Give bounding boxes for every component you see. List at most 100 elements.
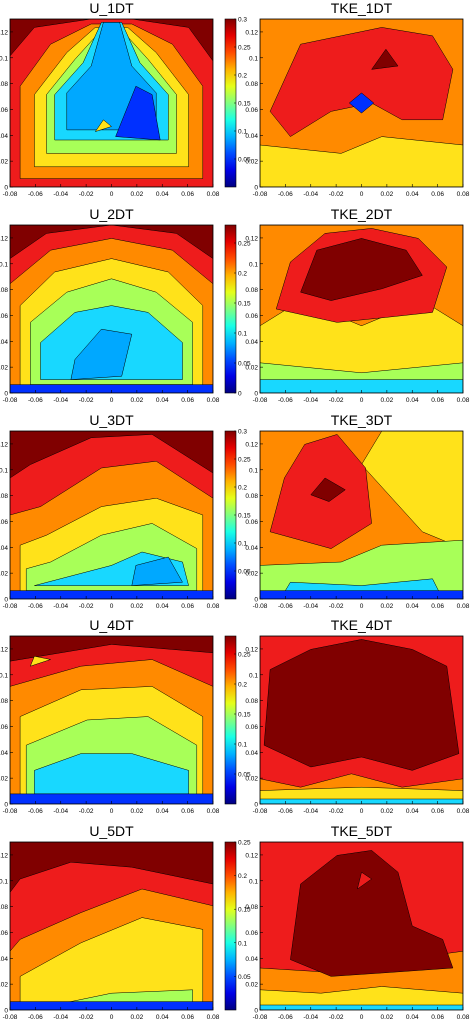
panel-u_2dt: U_2DT 0 0.02 0.04 0.06 0.08 0.1 0.12 -0.08 -0.06 -… bbox=[0, 206, 251, 404]
x-tick-label: 0.02 bbox=[131, 1014, 144, 1021]
x-tick-label: -0.06 bbox=[28, 808, 43, 815]
y-tick-label: 0.04 bbox=[0, 545, 8, 552]
y-tick-label: 0.08 bbox=[0, 287, 8, 294]
panel-title: TKE_4DT bbox=[331, 617, 393, 633]
x-tick-label: -0.04 bbox=[303, 397, 318, 404]
x-tick-label: -0.08 bbox=[3, 1014, 18, 1021]
colorbar-tick-label: 0.2 bbox=[238, 73, 247, 80]
panel-tke_2dt: TKE_2DT 0 0.02 0.04 0.06 0.08 0.1 0.12 -0.08 -0.0… bbox=[245, 206, 469, 404]
y-tick-label: 0.1 bbox=[249, 467, 258, 474]
colorbar bbox=[224, 224, 237, 394]
x-tick-label: -0.04 bbox=[303, 603, 318, 610]
colorbar bbox=[224, 635, 237, 805]
colorbar-tick-label: 0.2 bbox=[238, 485, 247, 492]
x-tick-label: 0 bbox=[360, 397, 364, 404]
panel-title: U_2DT bbox=[89, 206, 134, 222]
x-tick-label: 0.04 bbox=[406, 191, 419, 198]
x-tick-label: -0.08 bbox=[253, 191, 268, 198]
y-tick-label: 0.04 bbox=[0, 956, 8, 963]
y-tick-label: 0.04 bbox=[245, 339, 258, 346]
y-tick-label: 0.08 bbox=[245, 698, 258, 705]
y-tick-label: 0.08 bbox=[0, 904, 8, 911]
y-tick-label: 0.1 bbox=[0, 261, 8, 268]
x-tick-label: -0.02 bbox=[329, 603, 344, 610]
colorbar-tick-label: 0.2 bbox=[238, 873, 247, 880]
x-tick-label: 0.06 bbox=[431, 191, 444, 198]
contour-region bbox=[300, 238, 423, 301]
colorbar-tick-label: 0.05 bbox=[238, 569, 251, 576]
x-tick-label: -0.04 bbox=[53, 397, 68, 404]
x-tick-label: 0.02 bbox=[381, 808, 394, 815]
contour-fill bbox=[260, 842, 463, 1010]
x-tick-label: -0.08 bbox=[253, 603, 268, 610]
y-tick-label: 0.08 bbox=[245, 904, 258, 911]
x-tick-label: -0.02 bbox=[329, 191, 344, 198]
x-tick-label: 0.06 bbox=[181, 191, 194, 198]
x-tick-label: 0.04 bbox=[156, 191, 169, 198]
contour-region bbox=[70, 328, 133, 380]
x-tick-label: 0.06 bbox=[431, 1014, 444, 1021]
panel-u_4dt: U_4DT 0 0.02 0.04 0.06 0.08 0.1 0.12 -0.08 -0.06 -… bbox=[0, 617, 251, 815]
x-tick-label: 0.02 bbox=[381, 191, 394, 198]
x-tick-label: 0.08 bbox=[207, 808, 220, 815]
x-tick-label: 0.02 bbox=[131, 808, 144, 815]
x-tick-label: 0.02 bbox=[131, 603, 144, 610]
panel-title: TKE_3DT bbox=[331, 412, 393, 428]
contour-region bbox=[131, 556, 183, 586]
y-tick-label: 0.06 bbox=[0, 313, 8, 320]
contour-region bbox=[19, 917, 204, 1010]
x-tick-label: 0 bbox=[360, 603, 364, 610]
y-tick-label: 0.04 bbox=[245, 133, 258, 140]
x-tick-label: -0.08 bbox=[253, 397, 268, 404]
panel-u_3dt: U_3DT 0 0.02 0.04 0.06 0.08 0.1 0.12 -0.08 -0.06 -… bbox=[0, 412, 251, 610]
x-tick-label: -0.04 bbox=[303, 1014, 318, 1021]
x-tick-label: -0.06 bbox=[28, 603, 43, 610]
y-tick-label: 0.08 bbox=[245, 287, 258, 294]
contour-region bbox=[356, 871, 373, 890]
panel-title: TKE_1DT bbox=[331, 0, 393, 16]
y-tick-label: 0 bbox=[4, 185, 8, 192]
y-tick-label: 0 bbox=[254, 185, 258, 192]
y-tick-label: 0 bbox=[254, 1008, 258, 1015]
x-tick-label: -0.04 bbox=[53, 603, 68, 610]
x-tick-label: 0.08 bbox=[457, 1014, 470, 1021]
y-tick-label: 0.08 bbox=[245, 493, 258, 500]
contour-fill bbox=[260, 225, 463, 393]
colorbar-tick-label: 0 bbox=[238, 391, 242, 398]
colorbar-tick-label: 0.25 bbox=[238, 457, 251, 464]
y-tick-label: 0.02 bbox=[245, 159, 258, 166]
y-tick-label: 0.04 bbox=[0, 750, 8, 757]
x-tick-label: -0.06 bbox=[28, 191, 43, 198]
colorbar-tick-label: 0.15 bbox=[238, 513, 251, 520]
y-tick-label: 0.02 bbox=[0, 365, 8, 372]
contour-fill bbox=[10, 431, 213, 599]
y-tick-label: 0.04 bbox=[245, 750, 258, 757]
colorbar bbox=[224, 841, 237, 1011]
y-tick-label: 0.12 bbox=[245, 235, 258, 242]
y-tick-label: 0.1 bbox=[0, 55, 8, 62]
contour-fill bbox=[10, 19, 213, 187]
panel-title: TKE_2DT bbox=[331, 206, 393, 222]
x-tick-label: 0.08 bbox=[207, 397, 220, 404]
contour-region bbox=[263, 639, 460, 771]
x-tick-label: -0.02 bbox=[79, 191, 94, 198]
contour-region bbox=[94, 119, 113, 133]
y-tick-label: 0.02 bbox=[245, 776, 258, 783]
x-tick-label: 0.08 bbox=[457, 808, 470, 815]
contour-fill bbox=[260, 431, 463, 599]
x-tick-label: 0.04 bbox=[156, 808, 169, 815]
panel-u_1dt: U_1DT 0 0.02 0.04 0.06 0.08 0.1 0.12 -0.08 -0.06 -… bbox=[0, 0, 251, 198]
panel-tke_3dt: TKE_3DT 0 0.02 0.04 0.06 0.08 0.1 0.12 -0.08 -0.0… bbox=[245, 412, 469, 610]
y-tick-label: 0.12 bbox=[245, 646, 258, 653]
colorbar-tick-label: 0.25 bbox=[238, 652, 251, 659]
contour-fill bbox=[10, 225, 213, 393]
y-tick-label: 0 bbox=[254, 391, 258, 398]
y-tick-label: 0.02 bbox=[245, 982, 258, 989]
x-tick-label: -0.06 bbox=[278, 808, 293, 815]
y-tick-label: 0 bbox=[254, 802, 258, 809]
x-tick-label: -0.08 bbox=[3, 191, 18, 198]
x-tick-label: 0 bbox=[110, 808, 114, 815]
x-tick-label: -0.04 bbox=[303, 191, 318, 198]
contour-region bbox=[371, 48, 399, 70]
